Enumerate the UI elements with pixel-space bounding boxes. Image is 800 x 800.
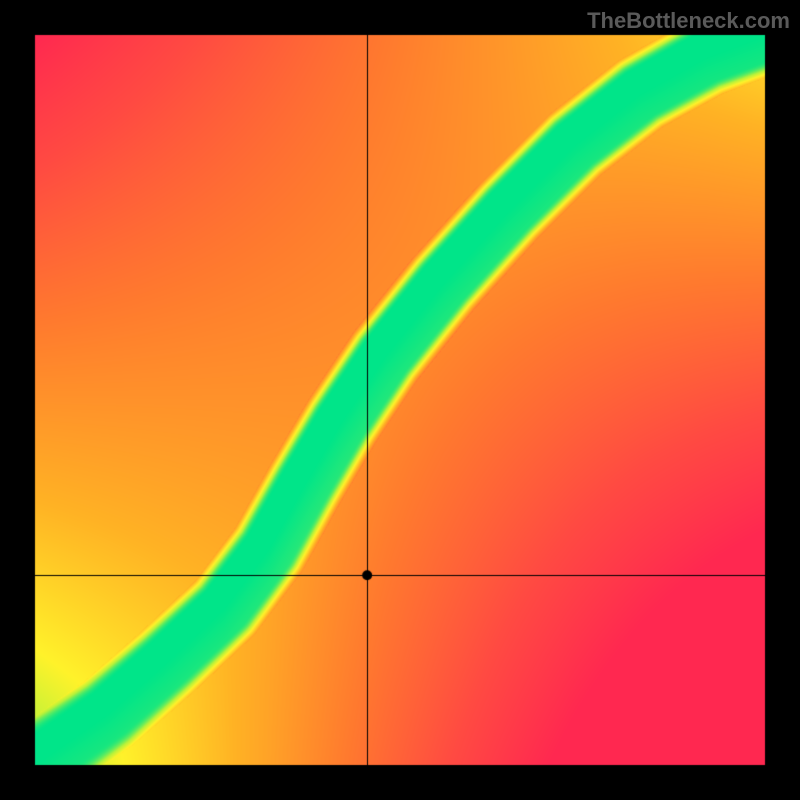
chart-container: TheBottleneck.com	[0, 0, 800, 800]
bottleneck-heatmap-canvas	[0, 0, 800, 800]
